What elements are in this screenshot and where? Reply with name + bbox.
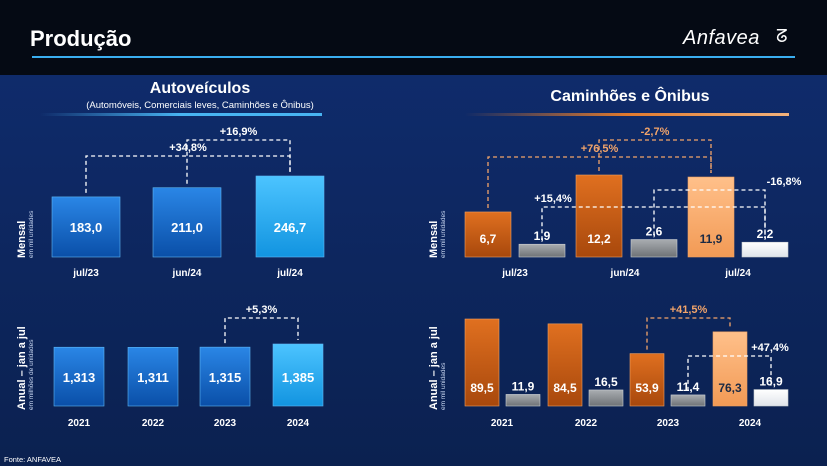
cam_anual-s1-bar-3 [753, 389, 789, 407]
auto_mensal-annotation-1-label: +16,9% [220, 126, 258, 138]
cam_anual-annotation-0-label: +41,5% [670, 304, 708, 316]
cam_mensal-annotation-1-connector [598, 139, 712, 174]
cam_mensal-s0-value-label-0: 6,7 [480, 232, 497, 246]
cam_anual-s1-bar-2 [670, 394, 706, 407]
cam_anual-s0-value-label-3: 76,3 [718, 381, 742, 395]
auto_mensal-category-label-2: jul/24 [276, 268, 303, 279]
left-panel-subtitle: (Automóveis, Comerciais leves, Caminhões… [86, 100, 314, 111]
anfavea-logo-icon: ᘔ [776, 26, 788, 46]
cam_mensal-s0-value-label-1: 12,2 [587, 232, 611, 246]
auto_mensal-value-label-0: 183,0 [70, 220, 103, 235]
auto_anual-value-label-3: 1,385 [282, 370, 315, 385]
auto_mensal-category-label-0: jul/23 [72, 268, 99, 279]
auto_mensal-annotation-0-label: +34,8% [169, 142, 207, 154]
auto_anual-value-label-2: 1,315 [209, 370, 242, 385]
cam_anual-category-label-0: 2021 [491, 418, 514, 429]
cam_mensal-s1-bar-1 [630, 239, 678, 258]
header-divider [32, 56, 795, 58]
auto_anual-bar-3 [272, 343, 324, 407]
cam_mensal-annotation-1-label: -2,7% [641, 126, 670, 138]
cam_anual-s1-value-label-1: 16,5 [594, 375, 618, 389]
cam_anual-s1-bar-0 [505, 394, 541, 407]
auto_mensal-value-label-1: 211,0 [171, 220, 203, 235]
auto_mensal-annotation-1-connector [186, 139, 291, 184]
cam_mensal-annotation-2-label: +15,4% [534, 193, 572, 205]
auto_anual-bar-1 [127, 347, 179, 407]
cam_anual-s0-value-label-0: 89,5 [470, 381, 494, 395]
cam_anual-s0-bar-3 [712, 331, 748, 407]
cam_anual-s0-bar-1 [547, 323, 583, 407]
auto_anual-annotation-0-label: +5,3% [246, 304, 278, 316]
cam_anual-category-label-3: 2024 [739, 418, 762, 429]
auto_mensal-value-label-2: 246,7 [274, 220, 307, 235]
cam_mensal-category-label-2: jul/24 [724, 268, 751, 279]
auto_anual-value-label-0: 1,313 [63, 370, 96, 385]
cam_mensal-category-label-1: jun/24 [610, 268, 640, 279]
cam_anual-s0-bar-0 [464, 318, 500, 407]
auto_mensal-bar-1 [152, 187, 222, 258]
cam_anual-s1-value-label-0: 11,9 [512, 379, 535, 393]
anfavea-logo: Anfavea [683, 27, 760, 49]
right-panel-title: Caminhões e Ônibus [550, 88, 710, 105]
cam_anual-annotation-1-label: +47,4% [751, 342, 789, 354]
cam_mensal-annotation-3-connector [653, 189, 766, 239]
source-note: Fonte: ANFAVEA [4, 455, 61, 464]
cam_mensal-category-label-0: jul/23 [501, 268, 528, 279]
auto_anual-annotation-0-connector [224, 317, 299, 344]
cam_mensal-s1-bar-0 [518, 243, 566, 258]
left-panel-title: Autoveículos [149, 80, 251, 97]
auto_mensal-category-label-1: jun/24 [172, 268, 202, 279]
auto_anual-bar-0 [53, 346, 105, 407]
left-title-underline [40, 113, 322, 116]
cam_mensal-s0-value-label-2: 11,9 [700, 232, 723, 246]
cam_anual-category-label-2: 2023 [657, 418, 680, 429]
auto_mensal-bar-2 [255, 175, 325, 258]
cam_anual-s1-bar-1 [588, 389, 624, 407]
auto_mensal-bar-0 [51, 196, 121, 258]
cam_mensal-annotation-2-connector [541, 206, 766, 241]
cam_anual-annotation-1-connector [687, 355, 772, 391]
cam_mensal-s1-bar-2 [741, 241, 789, 258]
auto_anual-category-label-0: 2021 [68, 418, 91, 429]
cam_anual-s0-value-label-2: 53,9 [635, 381, 659, 395]
cam_anual-category-label-1: 2022 [575, 418, 598, 429]
cam_mensal-s0-bar-1 [575, 174, 623, 258]
auto_anual-value-label-1: 1,311 [137, 370, 169, 385]
cam_mensal-s0-bar-0 [464, 211, 512, 258]
cam_mensal-annotation-3-label: -16,8% [767, 176, 802, 188]
auto_anual-bar-2 [199, 346, 251, 407]
right-title-underline [465, 113, 789, 116]
cam_anual-s0-value-label-1: 84,5 [553, 381, 577, 395]
auto_anual-category-label-3: 2024 [287, 418, 310, 429]
cam_anual-annotation-0-connector [646, 317, 731, 350]
auto_anual-category-label-1: 2022 [142, 418, 165, 429]
page-title: Produção [30, 26, 132, 51]
auto_anual-category-label-2: 2023 [214, 418, 237, 429]
header-bar [0, 0, 827, 75]
cam_anual-s0-bar-2 [629, 353, 665, 407]
